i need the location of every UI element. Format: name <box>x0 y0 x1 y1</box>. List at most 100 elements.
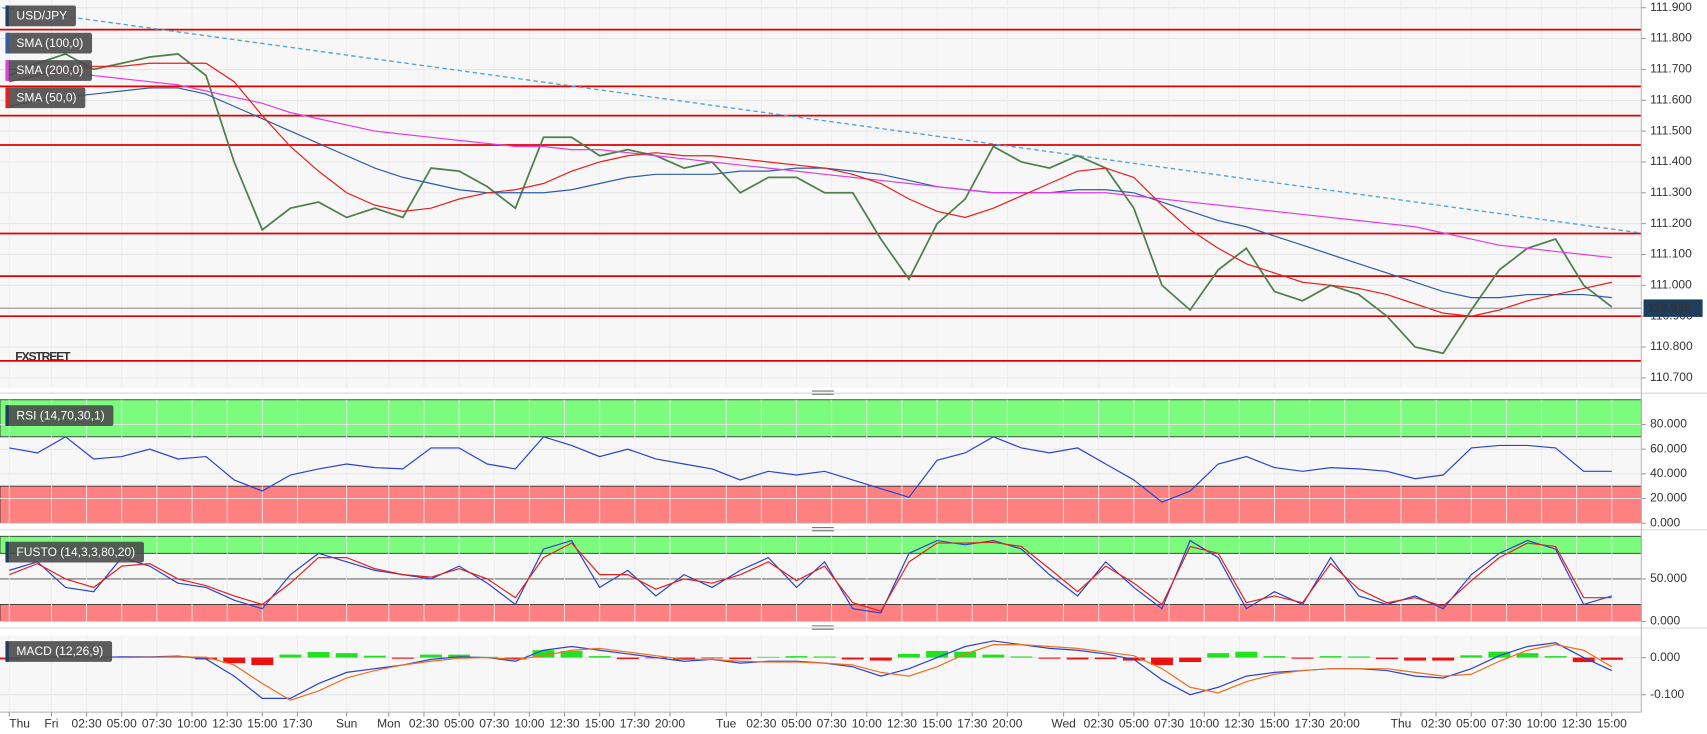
histogram-bar <box>616 657 639 660</box>
y-tick-label: 20.000 <box>1650 491 1687 505</box>
x-tick-label: 12:30 <box>212 716 242 730</box>
legend-box <box>5 541 144 563</box>
x-tick-label: 02:30 <box>72 716 102 730</box>
y-tick-label: 111.700 <box>1650 62 1692 76</box>
x-tick-label: 15:00 <box>247 716 277 730</box>
histogram-bar <box>1600 657 1623 660</box>
y-tick-label: 80.000 <box>1650 417 1687 431</box>
series-line <box>9 87 1612 299</box>
legend-entry: SMA (50,0) <box>5 87 86 109</box>
band <box>0 485 1642 524</box>
histogram-bar <box>1207 653 1230 658</box>
histogram-bar <box>1544 656 1567 658</box>
watermark: FXSTREET <box>15 349 71 363</box>
histogram-bar <box>279 654 302 658</box>
y-tick-label: 0.000 <box>1650 614 1680 628</box>
legend-label: USD/JPY <box>16 9 67 23</box>
histogram-bar <box>1572 657 1595 663</box>
y-tick-label: 111.200 <box>1650 216 1692 230</box>
legend-swatch <box>5 60 9 81</box>
x-tick-label: 12:30 <box>1562 716 1592 730</box>
histogram-bar <box>504 657 527 660</box>
histogram-bar <box>532 650 555 658</box>
x-tick-label: 15:00 <box>1597 716 1627 730</box>
legend-swatch <box>5 5 9 27</box>
histogram-bar <box>1179 657 1202 663</box>
x-tick-label: 17:30 <box>957 716 987 730</box>
legend-box <box>5 405 114 426</box>
y-tick-label: -0.100 <box>1650 687 1684 701</box>
band <box>0 535 1642 554</box>
legend-label: SMA (100,0) <box>16 36 83 50</box>
histogram-bar <box>898 653 920 658</box>
series-line <box>9 62 1612 317</box>
histogram-bar <box>391 657 414 659</box>
legend-label: SMA (50,0) <box>16 90 76 104</box>
histogram-bar <box>926 650 949 658</box>
layer-bg <box>0 399 1642 713</box>
x-tick-label: Sun <box>336 716 357 730</box>
legend-swatch <box>5 87 9 109</box>
histogram-bar <box>673 657 695 660</box>
legend-box <box>5 5 76 27</box>
histogram-bar <box>1319 656 1342 658</box>
histogram-bar <box>1375 657 1398 660</box>
x-tick-label: 20:00 <box>992 716 1022 730</box>
legend-label: SMA (200,0) <box>16 63 83 77</box>
legend-entry: SMA (100,0) <box>5 32 93 54</box>
x-tick-label: 05:00 <box>781 716 811 730</box>
x-tick-label: Fri <box>44 716 58 730</box>
x-tick-label: 10:00 <box>1526 716 1556 730</box>
x-tick-label: 10:00 <box>177 716 207 730</box>
histogram-bar <box>1432 657 1455 661</box>
histogram-bar <box>1263 656 1286 658</box>
band <box>0 604 1642 622</box>
x-tick-label: 15:00 <box>922 716 952 730</box>
legend-box <box>5 60 93 81</box>
histogram-bar <box>729 657 752 660</box>
y-tick-label: 111.900 <box>1650 0 1692 14</box>
histogram-bar <box>1066 657 1089 660</box>
histogram-bar <box>1235 651 1258 658</box>
legend-swatch <box>5 405 9 426</box>
histogram-bar <box>448 654 471 658</box>
histogram-bar <box>757 656 780 658</box>
histogram-bar <box>1404 657 1426 661</box>
x-tick-label: 07:30 <box>479 716 509 730</box>
series-line <box>9 644 1613 701</box>
layer-legend: USD/JPY SMA (100,0) SMA (200,0) SMA (50,0) R… <box>5 5 144 662</box>
x-tick-label: 07:30 <box>1154 716 1184 730</box>
x-tick-label: Thu <box>9 716 30 730</box>
histogram-bar <box>588 656 611 658</box>
series-line <box>9 436 1612 503</box>
histogram-bar <box>701 657 724 659</box>
x-tick-label: 05:00 <box>1119 716 1149 730</box>
y-tick-label: 0.000 <box>1650 650 1680 664</box>
x-tick-label: 02:30 <box>1421 716 1451 730</box>
y-tick-label: 111.000 <box>1650 278 1692 292</box>
band <box>0 399 1642 438</box>
histogram-bar <box>1488 651 1511 658</box>
histogram-bar <box>1516 653 1539 658</box>
x-tick-label: Tue <box>716 716 737 730</box>
y-tick-label: 111.300 <box>1650 185 1692 199</box>
legend-label: MACD (12,26,9) <box>16 644 103 658</box>
histogram-bar <box>307 652 330 658</box>
x-tick-label: Thu <box>1391 716 1412 730</box>
x-tick-label: 10:00 <box>852 716 882 730</box>
pane-separators <box>0 390 1707 630</box>
series-line <box>9 68 1612 259</box>
last-price-box <box>1643 299 1703 317</box>
y-tick-label: 110.700 <box>1650 370 1693 384</box>
series-line <box>9 541 1612 612</box>
histogram-bar <box>251 657 274 666</box>
y-tick-label: 50.000 <box>1650 571 1687 585</box>
x-tick-label: 17:30 <box>1295 716 1325 730</box>
x-tick-label: 12:30 <box>887 716 917 730</box>
histogram-bar <box>869 657 892 661</box>
legend-label: RSI (14,70,30,1) <box>16 408 104 422</box>
pane-background <box>0 635 1642 713</box>
x-tick-label: Wed <box>1051 716 1076 730</box>
